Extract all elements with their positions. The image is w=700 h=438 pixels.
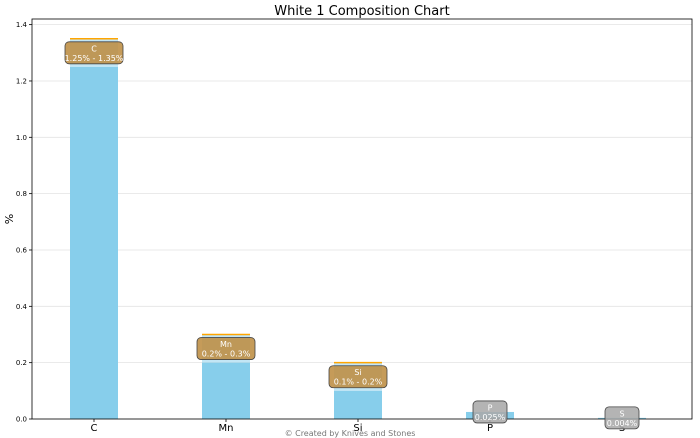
y-tick-label: 1.2 [16,77,27,85]
label-element: Mn [220,340,232,349]
label-element: Si [354,368,361,377]
chart-title: White 1 Composition Chart [274,4,449,19]
x-tick-label: Mn [219,423,234,434]
data-labels: C1.25% - 1.35% Mn0.2% - 0.3% Si0.1% - 0.2%… [64,41,640,430]
y-tick-label: 0.4 [16,303,28,311]
plot-frame [31,18,693,420]
bar-si [334,390,382,419]
y-tick-label: 1.4 [16,21,28,29]
y-tick-label: 0.8 [16,190,27,198]
bar-mn [202,362,250,419]
bar-c [70,66,118,419]
label-value: 0.025% [475,413,506,422]
label-element: C [91,44,97,53]
bars [70,37,646,419]
label-value: 0.2% - 0.3% [202,350,251,359]
gridlines [32,24,692,420]
y-axis-label: % [3,214,16,224]
label-box [196,337,256,360]
y-tick-label: 0.0 [16,416,27,424]
label-box [328,365,388,389]
y-tick-label: 1.0 [16,134,27,142]
credit-text: © Created by Knives and Stones [285,429,416,438]
label-box [604,406,640,430]
y-tick-label: 0.2 [16,359,27,367]
x-tick-label: P [487,423,493,434]
label-value: 0.004% [607,419,638,428]
y-axis-ticks: 0.0 0.2 0.4 0.6 0.8 1.0 1.2 1.4 [16,21,32,424]
y-tick-label: 0.6 [16,246,28,254]
label-value: 0.1% - 0.2% [334,378,383,387]
label-box [472,400,508,424]
label-box [64,41,124,65]
label-element: S [619,409,624,418]
label-element: P [488,403,493,412]
x-tick-label: Si [353,423,362,434]
label-value: 1.25% - 1.35% [65,54,124,63]
x-tick-label: C [91,423,98,434]
